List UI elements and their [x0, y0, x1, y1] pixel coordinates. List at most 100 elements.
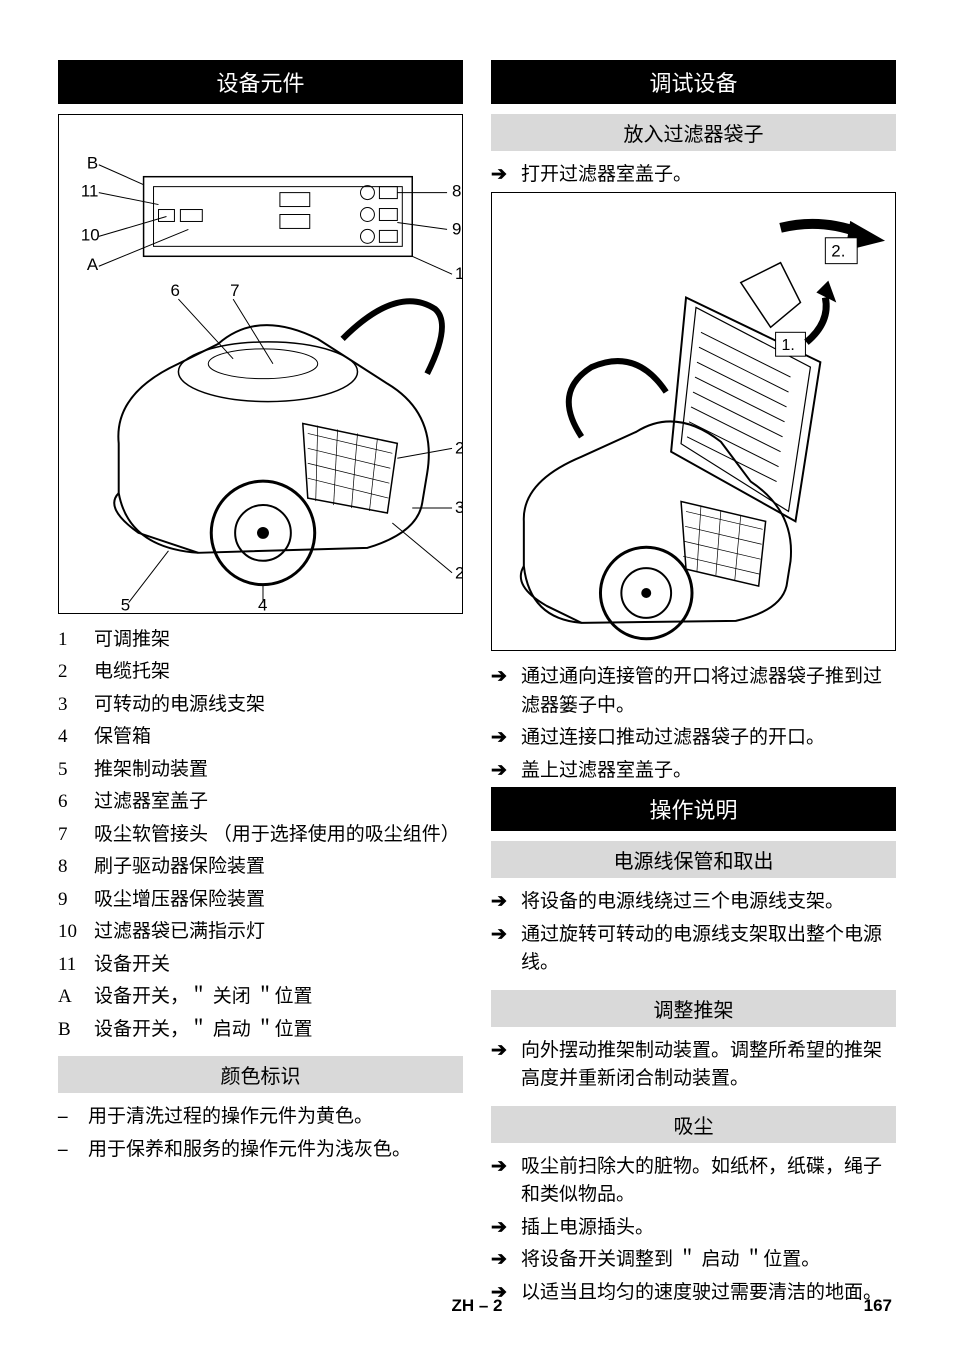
- parts-text: 吸尘增压器保险装置: [94, 886, 463, 915]
- parts-text: 可转动的电源线支架: [94, 691, 463, 720]
- arrow-icon: ➔: [491, 161, 521, 190]
- parts-text: 可调推架: [94, 626, 463, 655]
- section-header-setup: 调试设备: [491, 60, 896, 104]
- arrow-item: ➔插上电源插头。: [491, 1212, 896, 1245]
- section-header-operation: 操作说明: [491, 787, 896, 831]
- arrow-item: ➔打开过滤器室盖子。: [491, 159, 896, 192]
- parts-row: 3可转动的电源线支架: [58, 689, 463, 722]
- arrow-text: 插上电源插头。: [521, 1214, 896, 1243]
- parts-row: 7吸尘软管接头 （用于选择使用的吸尘组件）: [58, 819, 463, 852]
- parts-row: 10过滤器袋已满指示灯: [58, 916, 463, 949]
- callout-10: 10: [81, 225, 100, 244]
- arrow-text: 吸尘前扫除大的脏物。如纸杯，纸碟，绳子和类似物品。: [521, 1153, 896, 1210]
- callout-7: 7: [230, 281, 239, 300]
- parts-row: 9吸尘增压器保险装置: [58, 884, 463, 917]
- parts-num: 9: [58, 886, 94, 915]
- arrow-text: 将设备的电源线绕过三个电源线支架。: [521, 888, 896, 917]
- parts-num: 1: [58, 626, 94, 655]
- parts-num: B: [58, 1016, 94, 1045]
- sub-header-filter: 放入过滤器袋子: [491, 114, 896, 151]
- arrow-icon: ➔: [491, 757, 521, 786]
- parts-num: 8: [58, 853, 94, 882]
- arrow-text: 盖上过滤器室盖子。: [521, 757, 896, 786]
- parts-row: B设备开关，＂ 启动 ＂位置: [58, 1014, 463, 1047]
- dash-icon: –: [58, 1136, 88, 1165]
- callout-B: B: [87, 154, 98, 173]
- filter-diagram: 2. 1.: [491, 192, 896, 652]
- dash-text: 用于保养和服务的操作元件为浅灰色。: [88, 1136, 463, 1165]
- parts-num: 6: [58, 788, 94, 817]
- dash-item: –用于保养和服务的操作元件为浅灰色。: [58, 1134, 463, 1167]
- sub-header-handle: 调整推架: [491, 990, 896, 1027]
- arrow-text: 将设备开关调整到 ＂ 启动 ＂位置。: [521, 1246, 896, 1275]
- callout-1: 1: [455, 264, 462, 283]
- parts-num: 3: [58, 691, 94, 720]
- parts-row: 5推架制动装置: [58, 754, 463, 787]
- callout-6: 6: [170, 281, 179, 300]
- dash-icon: –: [58, 1103, 88, 1132]
- parts-text: 设备开关，＂ 启动 ＂位置: [94, 1016, 463, 1045]
- arrow-icon: ➔: [491, 1214, 521, 1243]
- arrow-text: 通过连接口推动过滤器袋子的开口。: [521, 724, 896, 753]
- parts-row: 4保管箱: [58, 721, 463, 754]
- arrow-icon: ➔: [491, 921, 521, 950]
- parts-row: 2电缆托架: [58, 656, 463, 689]
- arrow-icon: ➔: [491, 1153, 521, 1182]
- arrow-item: ➔吸尘前扫除大的脏物。如纸杯，纸碟，绳子和类似物品。: [491, 1151, 896, 1212]
- color-list: –用于清洗过程的操作元件为黄色。 –用于保养和服务的操作元件为浅灰色。: [58, 1101, 463, 1166]
- parts-num: 4: [58, 723, 94, 752]
- page-number: 167: [864, 1296, 892, 1316]
- dash-text: 用于清洗过程的操作元件为黄色。: [88, 1103, 463, 1132]
- parts-row: A设备开关，＂ 关闭 ＂位置: [58, 981, 463, 1014]
- sub-header-cable: 电源线保管和取出: [491, 841, 896, 878]
- parts-text: 电缆托架: [94, 658, 463, 687]
- parts-num: A: [58, 983, 94, 1012]
- parts-text: 设备开关，＂ 关闭 ＂位置: [94, 983, 463, 1012]
- arrow-icon: ➔: [491, 663, 521, 692]
- arrow-item: ➔通过旋转可转动的电源线支架取出整个电源线。: [491, 919, 896, 980]
- parts-row: 11设备开关: [58, 949, 463, 982]
- arrow-item: ➔将设备的电源线绕过三个电源线支架。: [491, 886, 896, 919]
- parts-text: 保管箱: [94, 723, 463, 752]
- callout-A: A: [87, 255, 99, 274]
- parts-row: 8刷子驱动器保险装置: [58, 851, 463, 884]
- footer-code: ZH – 2: [0, 1296, 954, 1316]
- parts-num: 2: [58, 658, 94, 687]
- parts-list: 1可调推架 2电缆托架 3可转动的电源线支架 4保管箱 5推架制动装置 6过滤器…: [58, 624, 463, 1047]
- fig-label-2: 2.: [831, 241, 845, 260]
- parts-diagram: B 11 10 A 6 7 8 9 1 2 3 2 5 4: [58, 114, 463, 614]
- parts-text: 过滤器袋已满指示灯: [94, 918, 463, 947]
- arrow-item: ➔将设备开关调整到 ＂ 启动 ＂位置。: [491, 1244, 896, 1277]
- parts-row: 6过滤器室盖子: [58, 786, 463, 819]
- sub-header-color: 颜色标识: [58, 1056, 463, 1093]
- section-header-parts: 设备元件: [58, 60, 463, 104]
- parts-num: 5: [58, 756, 94, 785]
- arrow-item: ➔通过通向连接管的开口将过滤器袋子推到过滤器篓子中。: [491, 661, 896, 722]
- arrow-icon: ➔: [491, 724, 521, 753]
- parts-num: 10: [58, 918, 94, 947]
- callout-2a: 2: [455, 438, 462, 457]
- parts-text: 吸尘软管接头 （用于选择使用的吸尘组件）: [94, 821, 463, 850]
- arrow-icon: ➔: [491, 1037, 521, 1066]
- arrow-item: ➔通过连接口推动过滤器袋子的开口。: [491, 722, 896, 755]
- arrow-text: 通过通向连接管的开口将过滤器袋子推到过滤器篓子中。: [521, 663, 896, 720]
- arrow-text: 向外摆动推架制动装置。调整所希望的推架高度并重新闭合制动装置。: [521, 1037, 896, 1094]
- sub-header-vacuum: 吸尘: [491, 1106, 896, 1143]
- parts-text: 刷子驱动器保险装置: [94, 853, 463, 882]
- parts-row: 1可调推架: [58, 624, 463, 657]
- parts-text: 过滤器室盖子: [94, 788, 463, 817]
- callout-9: 9: [452, 219, 461, 238]
- dash-item: –用于清洗过程的操作元件为黄色。: [58, 1101, 463, 1134]
- callout-11: 11: [81, 182, 99, 201]
- arrow-item: ➔向外摆动推架制动装置。调整所希望的推架高度并重新闭合制动装置。: [491, 1035, 896, 1096]
- parts-num: 7: [58, 821, 94, 850]
- callout-8: 8: [452, 182, 461, 201]
- parts-text: 推架制动装置: [94, 756, 463, 785]
- arrow-text: 打开过滤器室盖子。: [521, 161, 896, 190]
- callout-5: 5: [121, 596, 130, 613]
- parts-text: 设备开关: [94, 951, 463, 980]
- arrow-icon: ➔: [491, 888, 521, 917]
- parts-num: 11: [58, 951, 94, 980]
- fig-label-1: 1.: [782, 337, 795, 354]
- arrow-item: ➔盖上过滤器室盖子。: [491, 755, 896, 788]
